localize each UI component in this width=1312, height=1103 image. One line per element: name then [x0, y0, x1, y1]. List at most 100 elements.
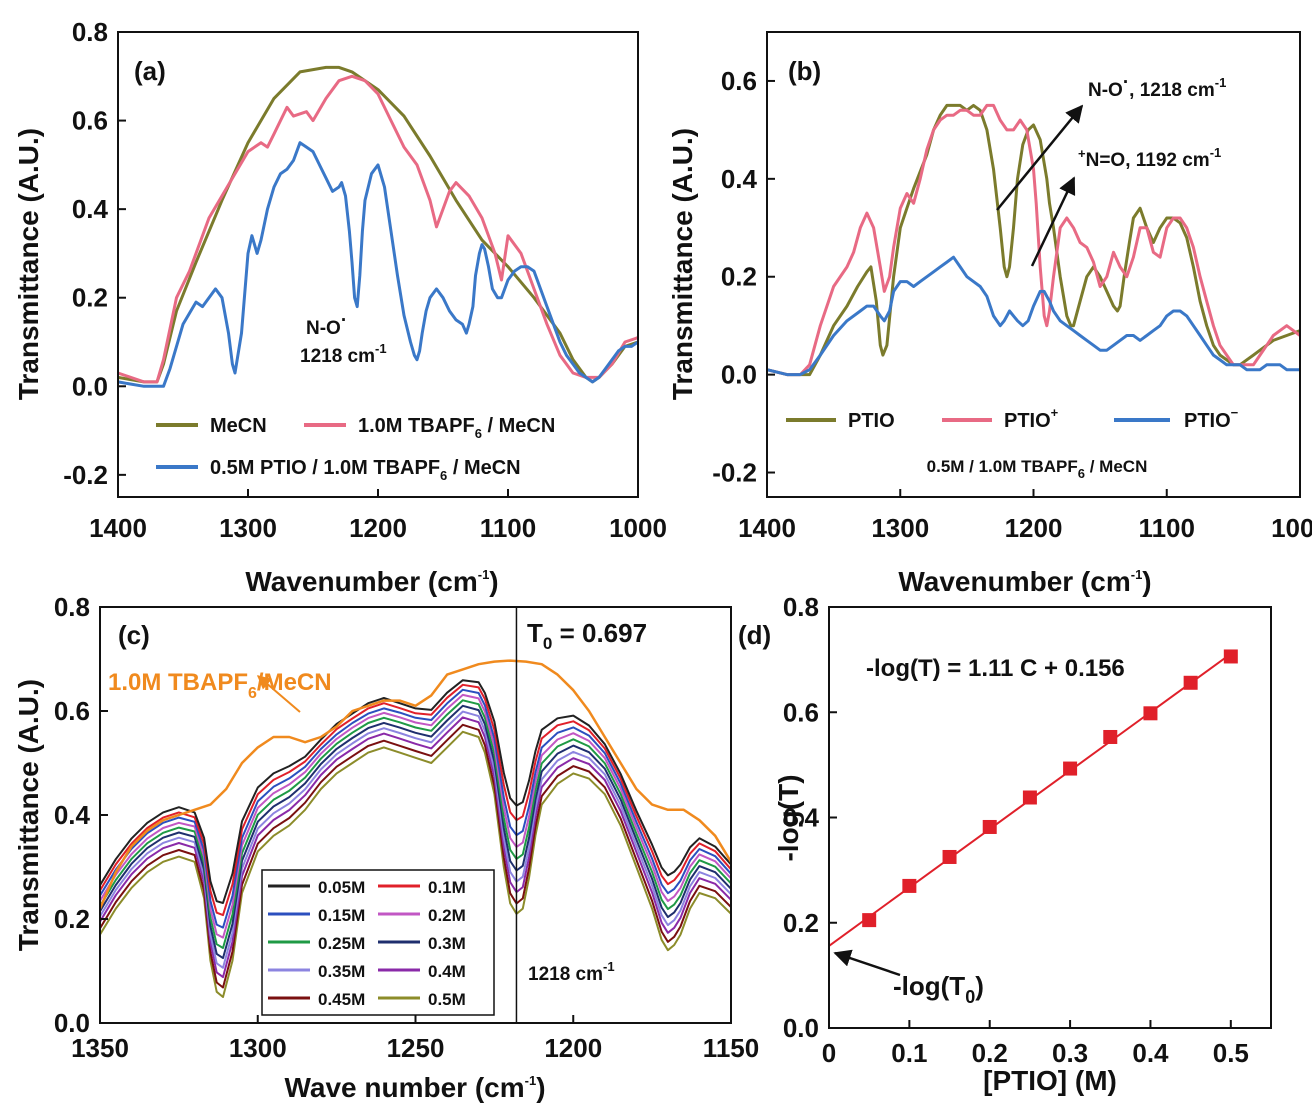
panel-c-frame	[99, 606, 732, 1024]
panel-a-y-tick-label: 0.4	[72, 194, 109, 224]
panel-a-frame	[117, 31, 639, 498]
panel-c-plot-area: 1350 1300 1250 1200 1150 0.0 0.2 0.4 0.6 0.8	[54, 592, 759, 1063]
panel-d-x-tick-label: 0	[822, 1038, 836, 1068]
panel-c-x-tick-label: 1300	[229, 1033, 287, 1063]
data-point	[902, 878, 917, 893]
series-line-0-45m	[100, 723, 731, 989]
panel-c-x-tick-label: 1250	[387, 1033, 445, 1063]
panel-d-x-tick-label: 0.4	[1132, 1038, 1169, 1068]
legend-label-0-05m: 0.05M	[318, 878, 365, 897]
panel-a-y-tick-label: 0.2	[72, 283, 108, 313]
panel-c-reference-arrow	[256, 675, 301, 713]
series-line-0-35m	[100, 710, 731, 969]
panel-b-arrow-no	[996, 104, 1084, 211]
panel-a-x-tick-label: 1200	[349, 513, 407, 543]
panel-c-legend: 0.05M 0.1M 0.15M 0.2M 0.25M 0.3M 0.35M 0.4M 0.45…	[261, 869, 495, 1016]
series-line-0-15m	[100, 688, 731, 929]
panel-b-x-tick-label: 1400	[738, 513, 796, 543]
panel-d-plot-area: 0 0.1 0.2 0.3 0.4 0.5 0.0 0.2 0.4 0.6 0.8	[783, 592, 1249, 1068]
series-line-ptio-minus	[766, 255, 1300, 377]
legend-label-mecn: MeCN	[210, 415, 267, 437]
panel-a-plot-area: 1400 1300 1200 1100 1000 -0.2 0.0 0.2 0.4 0.6 0.8	[63, 17, 667, 543]
panel-d-y-tick-label: 0.0	[783, 1013, 819, 1043]
legend-label-ptio: PTIO	[848, 410, 895, 432]
series-line-0-1m	[100, 683, 731, 917]
panel-b-annotation-no: N-O·, 1218 cm-1	[1088, 72, 1226, 101]
legend-label-0-5m: 0.5M	[428, 990, 466, 1009]
panel-a-label: (a)	[134, 56, 166, 86]
data-point	[982, 819, 997, 834]
panel-b: 1400 1300 1200 1100 1000 -0.2 0.0 0.2 0.4 0.6 (b)…	[667, 31, 1312, 597]
panel-b-xlabel: Wavenumber (cm-1)	[898, 566, 1151, 597]
panel-c-y-tick-label: 0.4	[54, 800, 91, 830]
series-line-ptio-plus	[766, 103, 1301, 377]
data-point	[1223, 649, 1238, 664]
panel-a-y-tick-label: 0.6	[72, 106, 108, 136]
panel-a-x-tick-label: 1300	[219, 513, 277, 543]
panel-d-x-tick-label: 0.1	[891, 1038, 927, 1068]
panel-c-x-tick-label: 1200	[544, 1033, 602, 1063]
data-point	[862, 913, 877, 928]
panel-c-t0-label: T0 = 0.697	[527, 618, 647, 653]
panel-a-y-tick-label: 0.8	[72, 17, 108, 47]
panel-b-x-tick-label: 1200	[1005, 513, 1063, 543]
panel-b-annotations: N-O·, 1218 cm-1 +N=O, 1192 cm-1	[996, 72, 1226, 267]
panel-c-y-tick-label: 0.6	[54, 696, 90, 726]
data-point	[1063, 761, 1078, 776]
panel-a-ylabel: Transmittance (A.U.)	[13, 128, 44, 400]
panel-b-y-tick-label: 0.2	[721, 262, 757, 292]
panel-c-series-group	[100, 659, 731, 998]
panel-b-ylabel: Transmittance (A.U.)	[667, 128, 698, 400]
panel-d-y-tick-label: 0.4	[783, 803, 820, 833]
panel-b-plot-area: 1400 1300 1200 1100 1000 -0.2 0.0 0.2 0.4 0.6	[712, 66, 1312, 543]
panel-d-x-tick-label: 0.5	[1213, 1038, 1249, 1068]
legend-label-ptio-solution: 0.5M PTIO / 1.0M TBAPF6 / MeCN	[210, 457, 521, 483]
panel-c-y-tick-label: 0.2	[54, 904, 90, 934]
panel-c-reference-label: 1.0M TBAPF6/MeCN	[108, 669, 332, 702]
panel-b-x-tick-label: 1100	[1139, 513, 1195, 543]
panel-d-xlabel: [PTIO] (M)	[983, 1065, 1117, 1096]
panel-c-y-tick-label: 0.0	[54, 1008, 90, 1038]
legend-label-0-45m: 0.45M	[318, 990, 365, 1009]
panel-a-annotation-1218: 1218 cm-1	[300, 341, 387, 367]
panel-a-annotation-no: N-O·	[306, 310, 347, 339]
legend-label-0-15m: 0.15M	[318, 906, 365, 925]
panel-d-y-tick-label: 0.8	[783, 592, 819, 622]
panel-d-x-tick-label: 0.2	[972, 1038, 1008, 1068]
panel-a-x-tick-label: 1400	[89, 513, 147, 543]
panel-a-y-tick-label: -0.2	[63, 460, 108, 490]
legend-label-0-25m: 0.25M	[318, 934, 365, 953]
panel-b-frame	[766, 31, 1301, 498]
panel-d-y-tick-label: 0.6	[783, 697, 819, 727]
data-point	[1103, 729, 1118, 744]
legend-label-ptio-plus: PTIO+	[1004, 405, 1059, 432]
series-line-0-05m	[100, 679, 731, 904]
legend-label-0-3m: 0.3M	[428, 934, 466, 953]
panel-d-label: (d)	[738, 620, 771, 650]
data-point	[942, 849, 957, 864]
series-line-0-25m	[100, 699, 731, 949]
panel-d-y-tick-label: 0.2	[783, 908, 819, 938]
panel-b-y-tick-label: -0.2	[712, 458, 757, 488]
panel-a-y-tick-label: 0.0	[72, 371, 108, 401]
series-line-ptio-solution	[117, 141, 639, 388]
series-line-tbapf6-mecn	[117, 74, 639, 384]
panel-a-xlabel: Wavenumber (cm-1)	[245, 566, 498, 597]
panel-a-x-tick-label: 1100	[480, 513, 536, 543]
panel-a-x-tick-label: 1000	[609, 513, 667, 543]
data-point	[1143, 706, 1158, 721]
series-line-0-2m	[100, 693, 731, 939]
legend-label-tbapf: 1.0M TBAPF6 / MeCN	[358, 415, 555, 441]
legend-label-ptio-minus: PTIO−	[1184, 405, 1239, 432]
panel-c-label: (c)	[118, 620, 150, 650]
panel-b-x-tick-label: 1000	[1271, 513, 1312, 543]
panel-d-ylabel: -log(T)	[773, 774, 804, 861]
panel-c-1218-label: 1218 cm-1	[528, 959, 615, 985]
panel-c-x-tick-label: 1350	[71, 1033, 129, 1063]
panel-d-intercept-label: -log(T0)	[893, 971, 984, 1007]
legend-label-0-35m: 0.35M	[318, 962, 365, 981]
panel-a-legend: MeCN 1.0M TBAPF6 / MeCN 0.5M PTIO / 1.0M…	[156, 415, 555, 483]
panel-c-x-tick-label: 1150	[703, 1033, 759, 1063]
panel-c-y-tick-label: 0.8	[54, 592, 90, 622]
